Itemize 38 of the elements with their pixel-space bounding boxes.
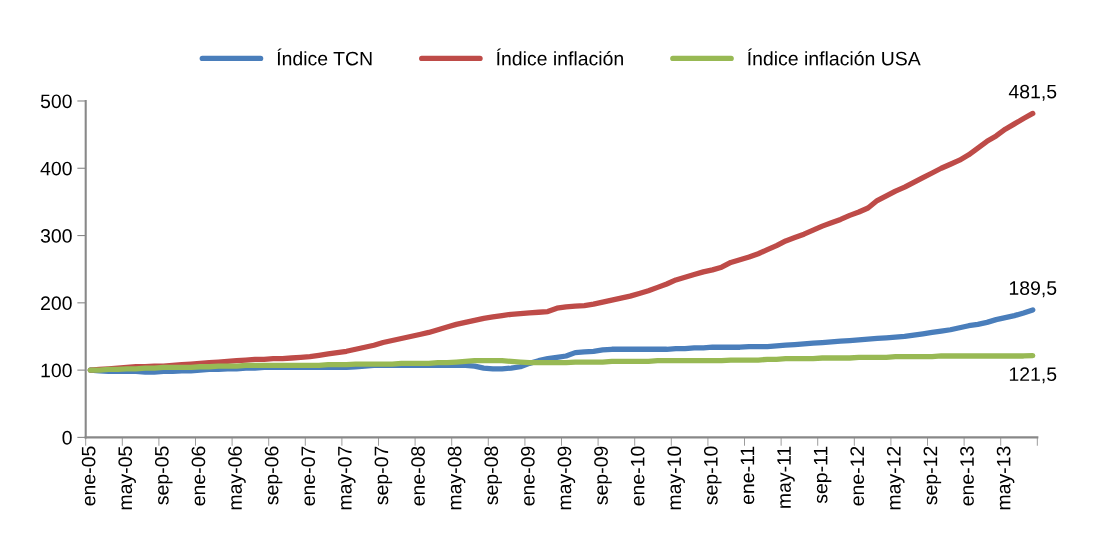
x-tick-label: may-08 <box>447 446 466 510</box>
x-tick-label: may-06 <box>228 446 246 510</box>
legend-label: Índice TCN <box>277 48 372 66</box>
x-tick-label: ene-06 <box>191 446 206 506</box>
x-tick-label: may-05 <box>118 446 136 510</box>
y-tick-label: 300 <box>40 229 72 243</box>
data-label: 189,5 <box>1009 281 1057 298</box>
x-tick-label: sep-10 <box>703 446 722 505</box>
x-tick-label: sep-12 <box>923 446 942 505</box>
y-tick-label: 500 <box>40 94 72 109</box>
data-label: 121,5 <box>1009 367 1057 384</box>
x-tick-label: sep-08 <box>484 446 502 505</box>
y-tick-label: 0 <box>62 430 72 445</box>
x-tick-label: ene-07 <box>301 446 316 506</box>
legend-label: Índice inflación <box>496 48 623 66</box>
x-tick-label: may-10 <box>667 446 685 510</box>
x-tick-label: sep-06 <box>264 446 283 505</box>
y-tick-label: 100 <box>41 363 72 378</box>
x-tick-label: ene-09 <box>520 446 535 506</box>
y-tick-label: 200 <box>41 296 72 311</box>
x-tick-label: may-12 <box>886 446 905 510</box>
x-tick-label: may-07 <box>337 446 356 510</box>
x-tick-label: sep-09 <box>594 446 612 505</box>
x-tick-label: ene-08 <box>411 446 425 506</box>
y-tick-label: 400 <box>40 161 72 176</box>
x-tick-label: sep-07 <box>374 446 393 505</box>
x-tick-label: sep-05 <box>154 446 173 505</box>
x-tick-label: may-09 <box>557 446 576 510</box>
x-tick-label: ene-05 <box>81 446 96 506</box>
x-tick-label: ene-13 <box>960 446 974 506</box>
x-tick-label: may-13 <box>996 446 1015 510</box>
x-tick-label: sep-11 <box>813 446 832 504</box>
legend-label: Índice inflación USA <box>748 48 921 66</box>
x-tick-label: ene-11 <box>740 446 755 505</box>
x-tick-label: ene-12 <box>850 446 865 506</box>
x-tick-label: may-11 <box>777 446 795 508</box>
x-tick-label: ene-10 <box>630 446 645 506</box>
data-label: 481,5 <box>1008 84 1057 101</box>
